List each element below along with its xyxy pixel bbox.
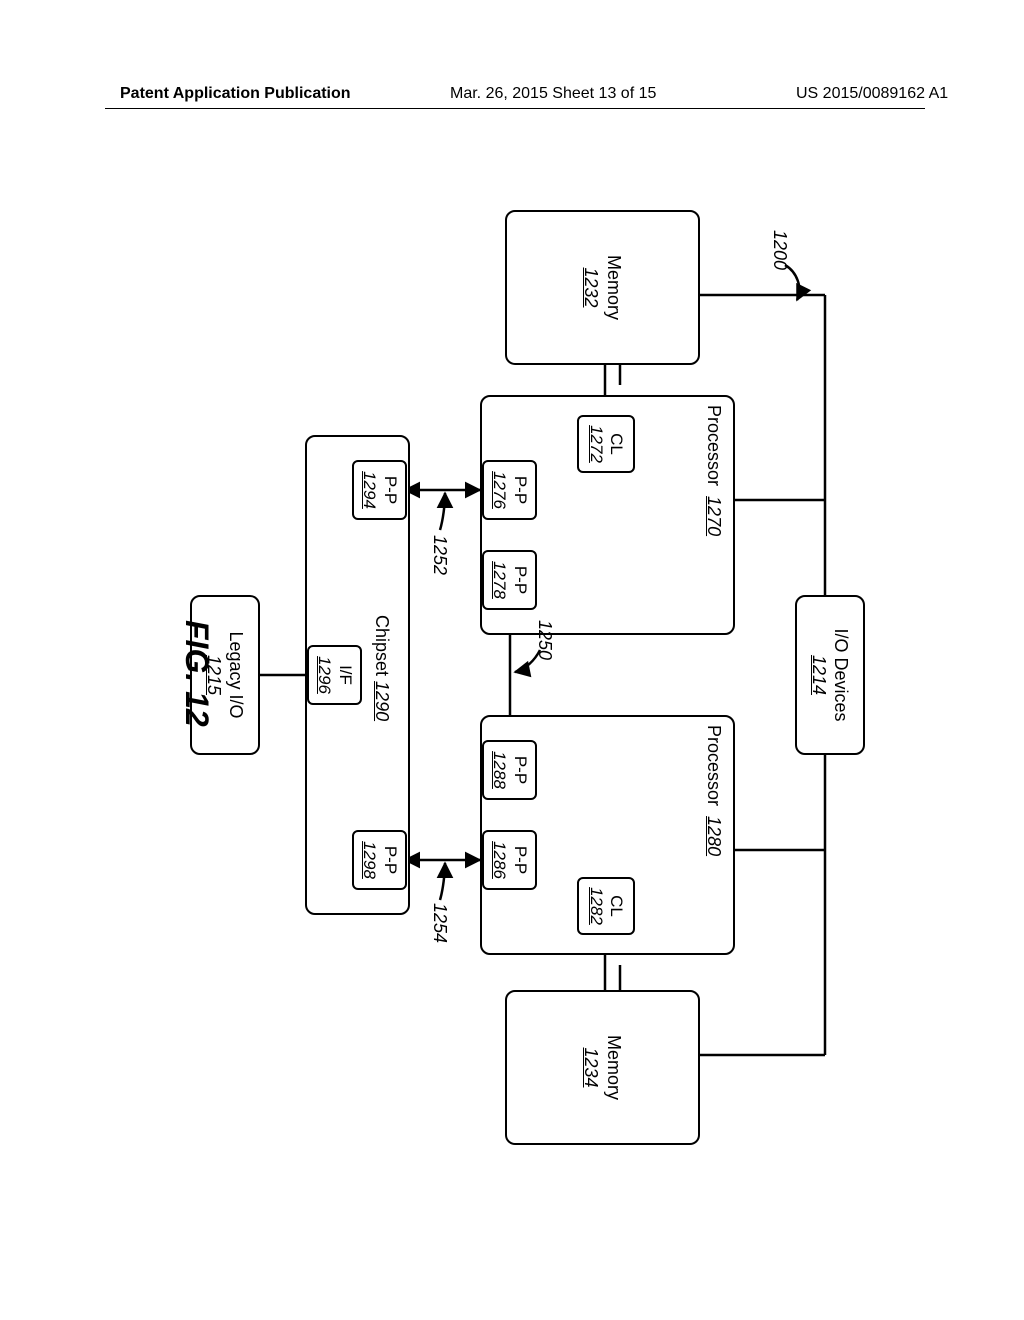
memory-1234-title: Memory — [603, 1035, 626, 1100]
cl-1282: CL 1282 — [577, 877, 635, 935]
io-devices-block: I/O Devices 1214 — [795, 595, 865, 755]
processor-1270-label: Processor 1270 — [703, 405, 726, 536]
pp-1278: P-P 1278 — [482, 550, 537, 610]
pp-1286: P-P 1286 — [482, 830, 537, 890]
block-diagram: I/O Devices 1214 Memory 1232 Memory 1234… — [175, 200, 875, 1150]
io-devices-num: 1214 — [808, 655, 831, 695]
ref-1254: 1254 — [429, 903, 450, 943]
ref-1252: 1252 — [429, 535, 450, 575]
memory-1232: Memory 1232 — [505, 210, 700, 365]
if-1296: I/F 1296 — [307, 645, 362, 705]
memory-1232-title: Memory — [603, 255, 626, 320]
pp-1294: P-P 1294 — [352, 460, 407, 520]
cl-1272: CL 1272 — [577, 415, 635, 473]
memory-1234: Memory 1234 — [505, 990, 700, 1145]
io-devices-title: I/O Devices — [830, 628, 853, 721]
header-rule — [105, 108, 925, 109]
chipset-1290-label: Chipset 1290 — [371, 615, 394, 721]
figure-label: FIG. 12 — [178, 620, 215, 727]
processor-1280-label: Processor 1280 — [703, 725, 726, 856]
pp-1298: P-P 1298 — [352, 830, 407, 890]
memory-1234-num: 1234 — [580, 1047, 603, 1087]
memory-1232-num: 1232 — [580, 267, 603, 307]
pp-1276: P-P 1276 — [482, 460, 537, 520]
header-right: US 2015/0089162 A1 — [796, 85, 948, 103]
header-left: Patent Application Publication — [120, 85, 351, 103]
ref-1200: 1200 — [769, 230, 790, 270]
pp-1288: P-P 1288 — [482, 740, 537, 800]
ref-1250: 1250 — [534, 620, 555, 660]
header-center: Mar. 26, 2015 Sheet 13 of 15 — [450, 85, 656, 103]
